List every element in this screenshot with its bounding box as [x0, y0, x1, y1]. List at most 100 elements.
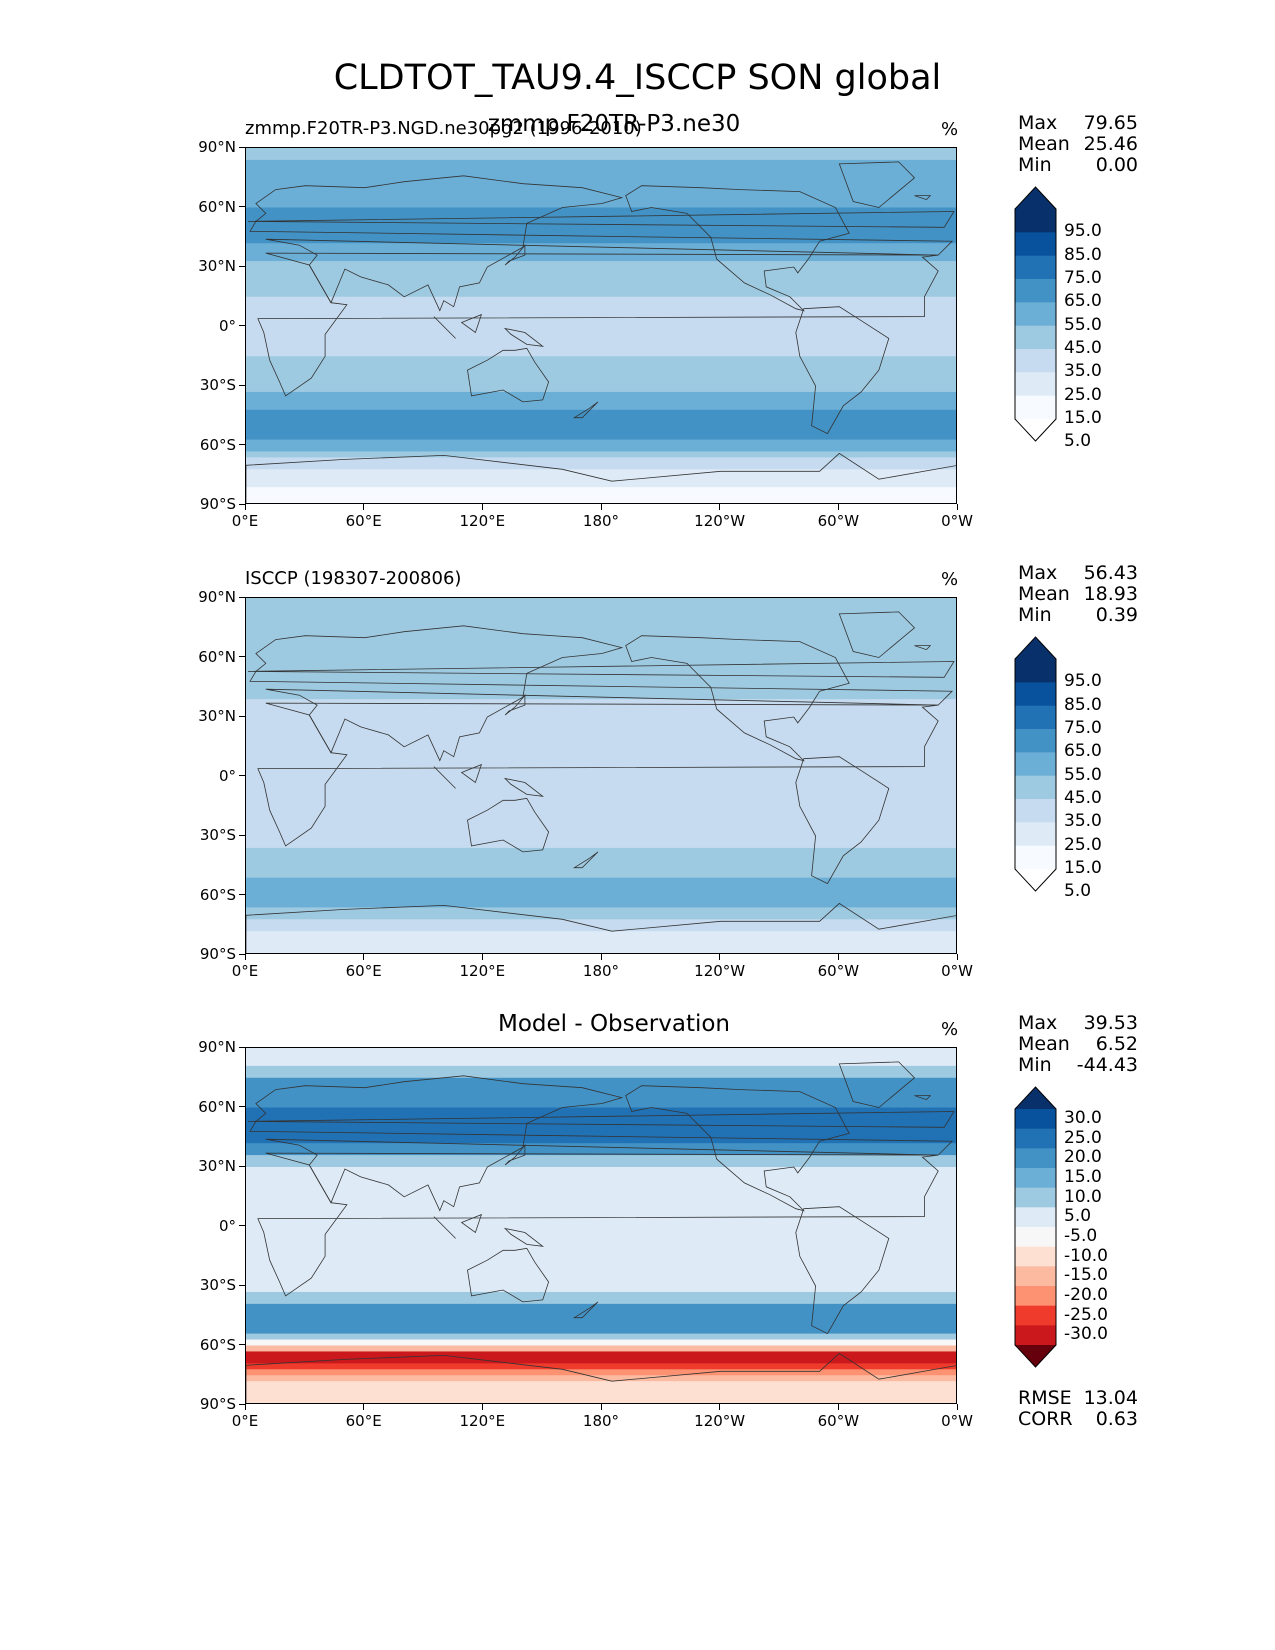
lon-tick-mark	[956, 1404, 958, 1410]
field-band	[246, 1315, 956, 1323]
field-band	[246, 463, 956, 470]
coastline	[257, 252, 939, 397]
stat-value-min: -44.43	[1076, 1054, 1138, 1076]
lon-tick-mark	[481, 1404, 483, 1410]
field-band	[246, 237, 956, 244]
colorbar-swatch	[1015, 822, 1056, 847]
panel-units: %	[941, 569, 959, 590]
stat-value-max: 56.43	[1083, 562, 1138, 584]
field-band	[246, 1202, 956, 1210]
colorbar-bottom-extension	[1015, 419, 1056, 441]
colorbar-tick-label: 35.0	[1064, 811, 1102, 832]
field-band	[246, 267, 956, 274]
field-band	[246, 603, 956, 611]
lon-tick-mark	[363, 954, 365, 960]
field-band	[246, 1286, 956, 1293]
field-band	[246, 687, 956, 694]
field-band	[246, 284, 956, 292]
field-band	[246, 1309, 956, 1317]
field-band	[246, 693, 956, 700]
stat-value-mean: 6.52	[1095, 1033, 1138, 1055]
colorbar-tick-label: 85.0	[1064, 244, 1102, 265]
field-band	[246, 225, 956, 232]
colorbar-swatch	[1015, 395, 1056, 420]
colorbar-tick-label: 25.0	[1064, 834, 1102, 855]
stat-label-mean: Mean	[1018, 583, 1070, 605]
field-band	[246, 883, 956, 891]
field-band	[246, 427, 956, 435]
field-band	[246, 231, 956, 238]
colorbar-swatch	[1015, 302, 1056, 327]
field-band	[246, 171, 956, 179]
field-band	[246, 1048, 956, 1055]
coastline	[460, 1213, 483, 1234]
field-band	[246, 1167, 956, 1174]
field-band	[246, 782, 956, 789]
lat-tick-mark	[239, 953, 245, 955]
colorbar-tick-label: 25.0	[1064, 1127, 1102, 1148]
field-band	[246, 201, 956, 209]
field-band	[246, 669, 956, 676]
field-band	[246, 350, 956, 357]
lon-tick-mark	[719, 954, 721, 960]
colorbar-swatch	[1015, 232, 1056, 257]
field-band	[246, 865, 956, 873]
coastline	[503, 777, 545, 797]
colorbar-swatch	[1015, 1325, 1056, 1346]
field-band	[246, 675, 956, 682]
map-panel-3	[245, 1047, 957, 1404]
field-band	[246, 836, 956, 843]
field-band	[246, 1250, 956, 1257]
field-band	[246, 907, 956, 914]
field-band	[246, 493, 956, 500]
stat-value-mean: 25.46	[1083, 133, 1138, 155]
panel-units: %	[941, 1019, 959, 1040]
coastline	[625, 1085, 850, 1212]
colorbar-tick-label: 15.0	[1064, 408, 1102, 428]
stat-label-min: Min	[1018, 604, 1052, 626]
coastline	[572, 1301, 599, 1319]
colorbar-tick-label: 5.0	[1064, 881, 1092, 902]
field-band	[246, 859, 956, 867]
field-band	[246, 943, 956, 950]
field-band	[246, 1172, 956, 1180]
lat-tick-mark	[239, 596, 245, 598]
coastline	[795, 306, 890, 435]
field-band	[246, 1083, 956, 1091]
lon-tick-label: 60°W	[817, 512, 860, 530]
lon-tick-label: 0°E	[231, 962, 259, 980]
field-band	[246, 391, 956, 399]
field-band	[246, 457, 956, 464]
colorbar-tick-label: 95.0	[1064, 671, 1102, 692]
lon-tick-label: 60°W	[817, 1412, 860, 1430]
field-band	[246, 1274, 956, 1281]
field-band	[246, 1280, 956, 1287]
field-band	[246, 344, 956, 351]
panel-units: %	[941, 119, 959, 140]
colorbar-swatch	[1015, 1286, 1056, 1307]
lon-tick-label: 60°W	[817, 962, 860, 980]
lat-tick-mark	[239, 503, 245, 505]
lon-tick-label: 120°W	[694, 962, 746, 980]
lon-tick-label: 0°W	[941, 512, 973, 530]
coastline	[246, 1352, 956, 1403]
colorbar-swatch	[1015, 1168, 1056, 1189]
lon-tick-label: 120°W	[694, 1412, 746, 1430]
stat-value-max: 39.53	[1083, 1012, 1138, 1034]
lon-tick-mark	[244, 954, 246, 960]
colorbar-tick-label: 95.0	[1064, 221, 1102, 242]
lat-tick-mark	[239, 1403, 245, 1405]
field-band	[246, 1393, 956, 1400]
field-band	[246, 627, 956, 635]
lon-tick-mark	[719, 1404, 721, 1410]
coastline	[460, 763, 483, 784]
field-band	[246, 847, 956, 855]
stat-value-min: 0.39	[1095, 604, 1138, 626]
colorbar-tick-label: 45.0	[1064, 788, 1102, 808]
field-band	[246, 159, 956, 167]
lat-tick-label: 30°S	[199, 1276, 236, 1294]
field-band	[246, 386, 956, 393]
field-band	[246, 469, 956, 476]
field-band	[246, 1327, 956, 1335]
stat-value-min: 0.00	[1095, 154, 1138, 176]
